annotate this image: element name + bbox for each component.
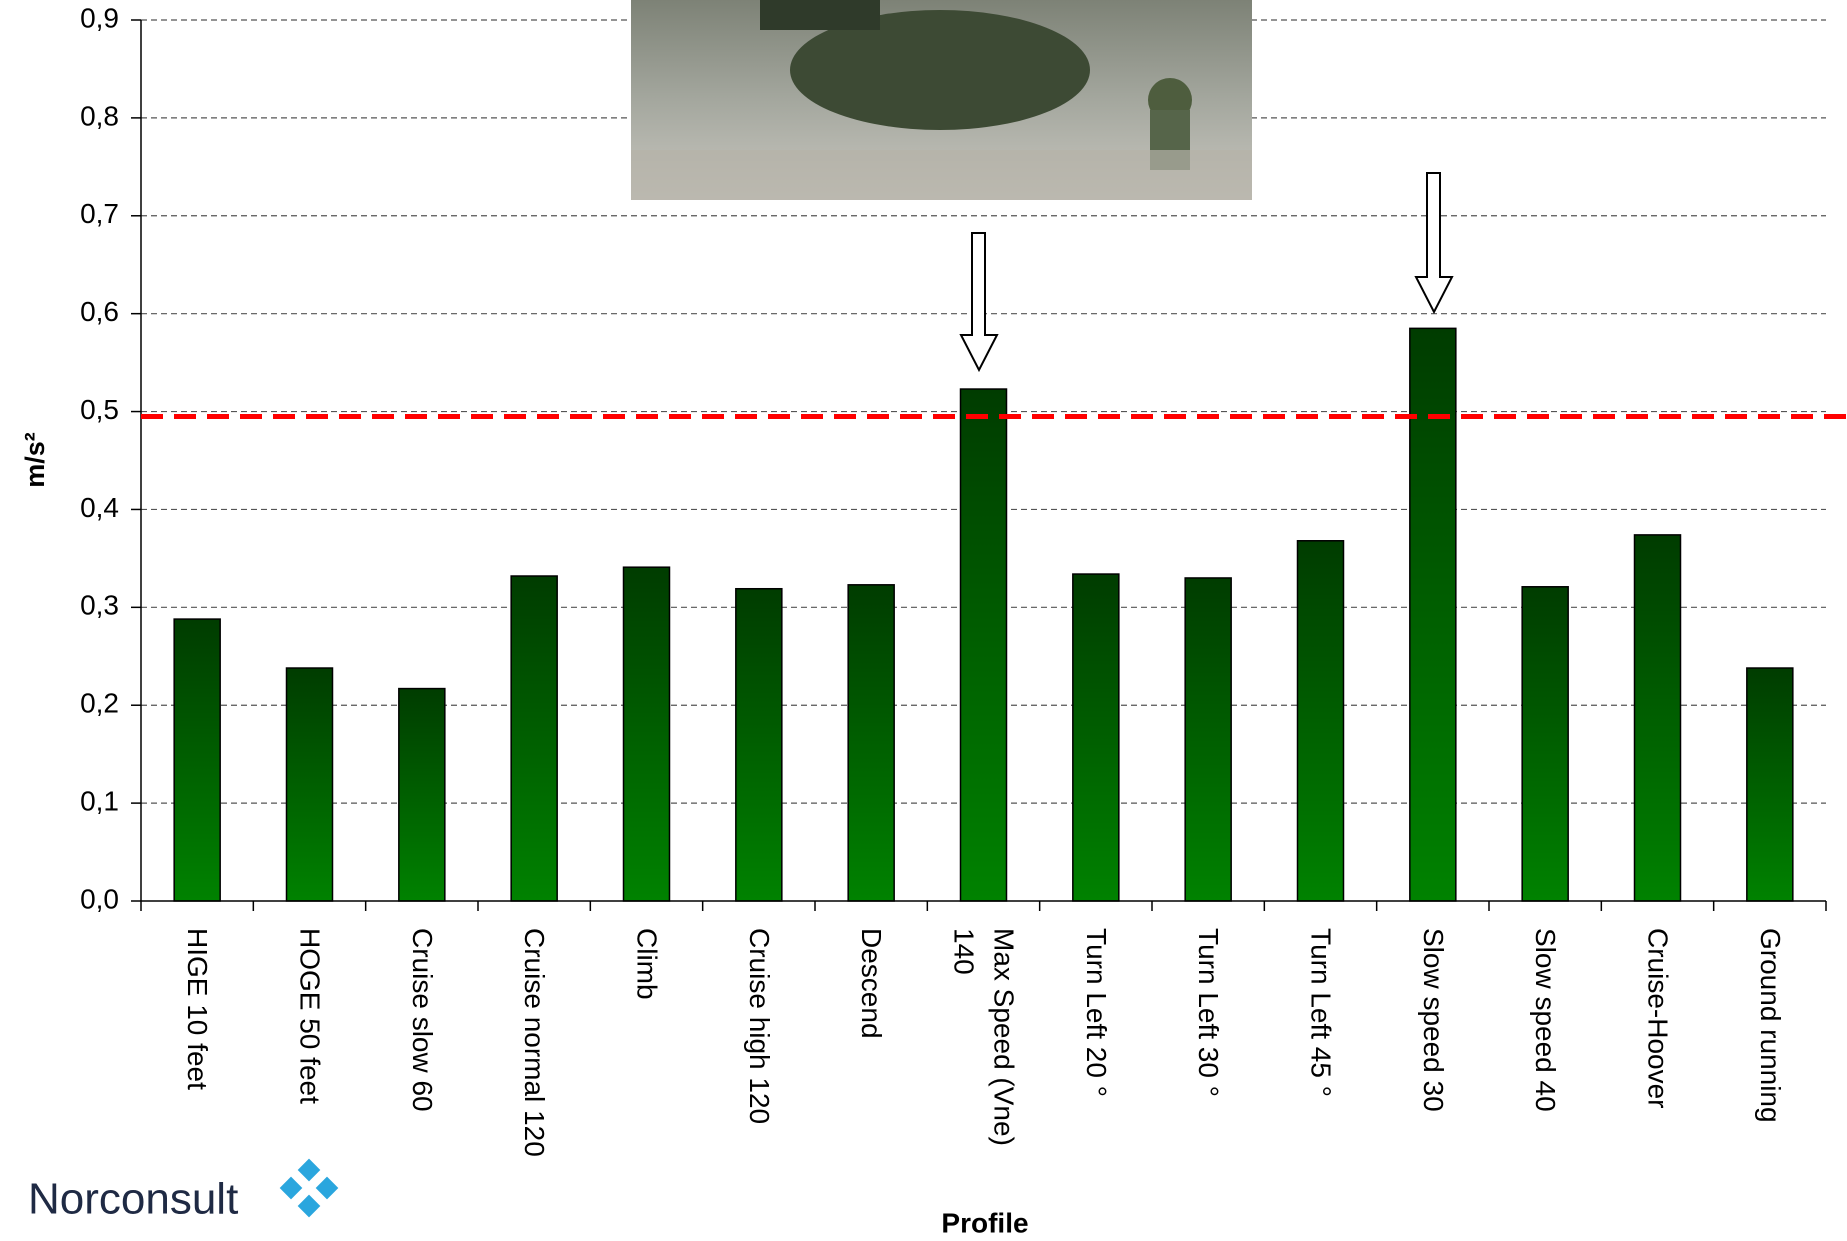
x-tick-label: Climb bbox=[631, 928, 663, 1000]
x-tick-label: HOGE 50 feet bbox=[294, 928, 326, 1104]
bar bbox=[1633, 534, 1682, 902]
bar bbox=[173, 618, 221, 902]
x-axis-label: Profile bbox=[941, 1207, 1028, 1238]
x-tick-label: Cruise-Hoover bbox=[1642, 928, 1674, 1109]
bar bbox=[622, 566, 671, 902]
bar bbox=[1409, 327, 1457, 902]
arrow bbox=[959, 172, 1454, 373]
x-tick-label: Cruise normal 120 bbox=[519, 928, 551, 1157]
y-tick-label: 0,4 bbox=[80, 492, 119, 523]
y-tick-label: 0,3 bbox=[80, 590, 119, 621]
y-tick-label: 0,8 bbox=[80, 100, 119, 131]
bar bbox=[510, 575, 558, 902]
bar bbox=[735, 587, 783, 902]
bar bbox=[847, 584, 895, 902]
x-tick-label: Slow speed 30 bbox=[1417, 928, 1449, 1112]
y-tick-label: 0,9 bbox=[80, 2, 119, 33]
photo bbox=[631, 0, 1252, 200]
x-tick-label: Turn Left 45 ° bbox=[1305, 928, 1337, 1097]
bar bbox=[398, 687, 446, 902]
x-tick-label: Cruise slow 60 bbox=[406, 928, 438, 1112]
y-tick-label: 0,1 bbox=[80, 786, 119, 817]
x-tick-label: Slow speed 40 bbox=[1530, 928, 1562, 1112]
y-tick-label: 0,7 bbox=[80, 198, 119, 229]
y-tick-label: 0,6 bbox=[80, 296, 119, 327]
x-tick-label: Turn Left 30 ° bbox=[1193, 928, 1225, 1097]
bar bbox=[1072, 573, 1120, 902]
bar bbox=[1746, 667, 1794, 902]
bar bbox=[1296, 540, 1345, 902]
bar bbox=[285, 667, 334, 902]
x-tick-label: Cruise high 120 bbox=[743, 928, 775, 1125]
y-axis-label: m/s² bbox=[20, 432, 50, 488]
y-tick-label: 0,2 bbox=[80, 688, 119, 719]
bar bbox=[1521, 586, 1569, 902]
x-tick-label: HIGE 10 feet bbox=[182, 928, 214, 1090]
logo-icon bbox=[279, 1158, 339, 1218]
x-tick-label: Descend bbox=[856, 928, 888, 1039]
y-tick-label: 0,0 bbox=[80, 883, 119, 914]
x-tick-label: Max Speed (Vne) 140 bbox=[948, 928, 1020, 1146]
bar bbox=[1184, 577, 1232, 902]
x-tick-label: Ground running bbox=[1754, 928, 1786, 1123]
y-tick-label: 0,5 bbox=[80, 394, 119, 425]
bar bbox=[959, 388, 1008, 902]
logo-text: Norconsult bbox=[28, 1175, 238, 1224]
x-tick-label: Turn Left 20 ° bbox=[1080, 928, 1112, 1097]
